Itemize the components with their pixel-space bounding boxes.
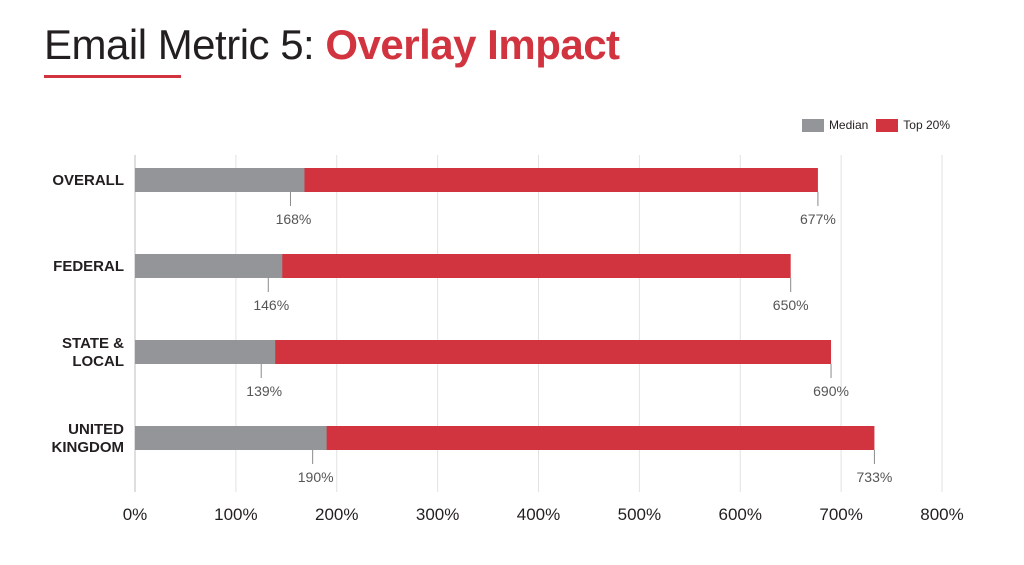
bar-median <box>135 426 327 450</box>
bar-median <box>135 254 283 278</box>
legend-label-median: Median <box>828 118 869 132</box>
legend-label-top20: Top 20% <box>903 118 950 132</box>
x-tick-label: 100% <box>214 505 257 524</box>
chart-title: Email Metric 5: Overlay Impact <box>44 16 620 74</box>
category-label: FEDERAL <box>53 258 124 275</box>
data-label-top20: 733% <box>857 469 893 485</box>
x-tick-label: 0% <box>123 505 148 524</box>
chart-title-highlight: Overlay Impact <box>325 21 620 68</box>
title-underline <box>44 75 181 78</box>
chart-title-prefix: Email Metric 5: <box>44 21 315 68</box>
category-label: LOCAL <box>72 353 124 370</box>
legend-swatch-top20 <box>876 118 899 132</box>
legend-swatch-median <box>801 118 824 132</box>
x-tick-label: 200% <box>315 505 358 524</box>
legend-item-median: Median <box>801 118 869 132</box>
legend: Median Top 20% <box>794 118 950 132</box>
data-label-top20: 677% <box>800 211 836 227</box>
data-label-top20: 650% <box>773 297 809 313</box>
x-tick-label: 400% <box>517 505 560 524</box>
data-label-top20: 690% <box>813 383 849 399</box>
x-tick-label: 700% <box>819 505 862 524</box>
x-tick-label: 500% <box>618 505 661 524</box>
category-label: KINGDOM <box>52 439 125 456</box>
data-label-median: 139% <box>246 383 282 399</box>
bar-median <box>135 340 276 364</box>
x-tick-label: 800% <box>920 505 963 524</box>
bar-median <box>135 168 305 192</box>
category-label: UNITED <box>68 421 124 438</box>
category-label: OVERALL <box>52 172 124 189</box>
data-label-median: 190% <box>298 469 334 485</box>
x-tick-label: 600% <box>719 505 762 524</box>
data-label-median: 168% <box>276 211 312 227</box>
category-label: STATE & <box>62 335 124 352</box>
data-label-median: 146% <box>253 297 289 313</box>
x-tick-label: 300% <box>416 505 459 524</box>
legend-item-top20: Top 20% <box>876 118 950 132</box>
